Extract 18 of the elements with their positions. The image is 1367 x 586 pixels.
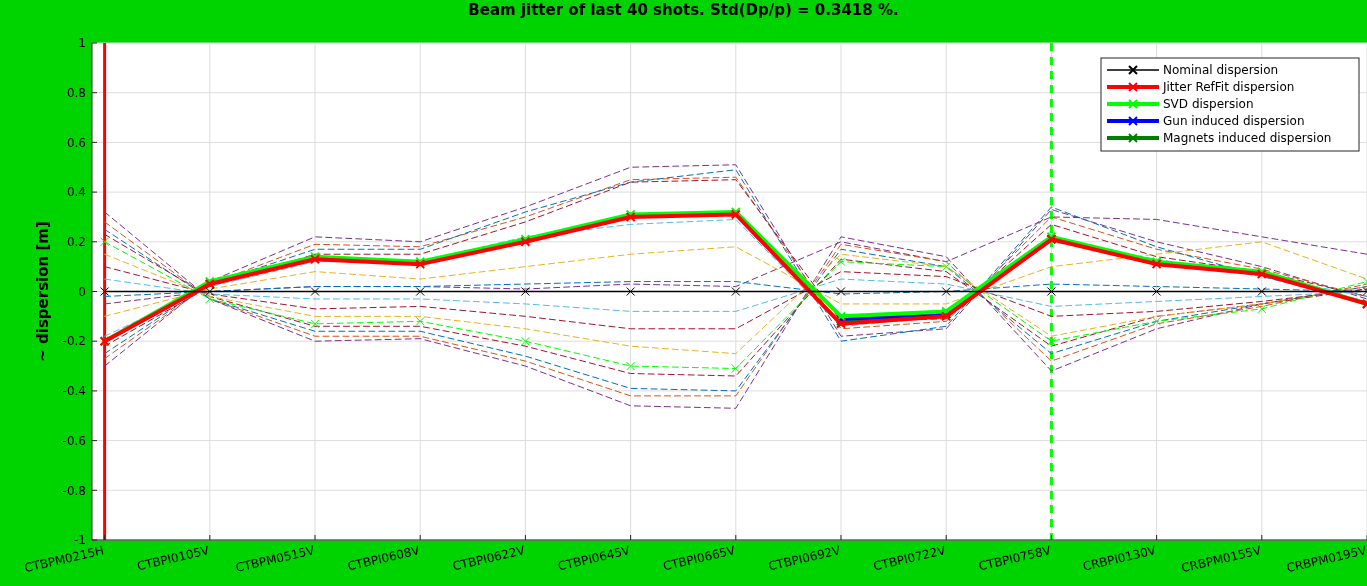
chart-title: Beam jitter of last 40 shots. Std(Dp/p) = 0.3418 %. [468,1,899,19]
y-tick-label: -0.8 [62,483,86,498]
y-tick-label: -0.4 [62,384,86,399]
legend-label: Nominal dispersion [1163,63,1279,78]
y-tick-label: -1 [74,533,86,548]
legend-label: Jitter RefFit dispersion [1162,80,1295,95]
y-tick-label: 0.6 [66,135,86,150]
legend-label: Magnets induced dispersion [1163,131,1332,146]
y-tick-label: 0.4 [66,185,86,200]
y-tick-label: 1 [78,36,86,51]
y-tick-label: 0.2 [66,235,86,249]
y-tick-label: -0.6 [62,433,86,448]
legend-label: Gun induced dispersion [1163,114,1305,129]
y-axis-title: ~ dispersion [m] [34,221,52,362]
y-tick-label: -0.2 [62,334,86,349]
y-tick-label: 0.8 [66,85,86,100]
y-tick-label: 0 [78,284,86,299]
legend-label: SVD dispersion [1163,97,1254,112]
